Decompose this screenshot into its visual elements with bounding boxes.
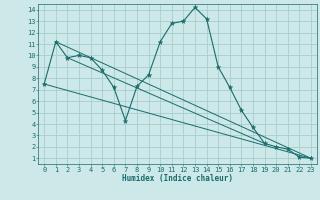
X-axis label: Humidex (Indice chaleur): Humidex (Indice chaleur) <box>122 174 233 183</box>
